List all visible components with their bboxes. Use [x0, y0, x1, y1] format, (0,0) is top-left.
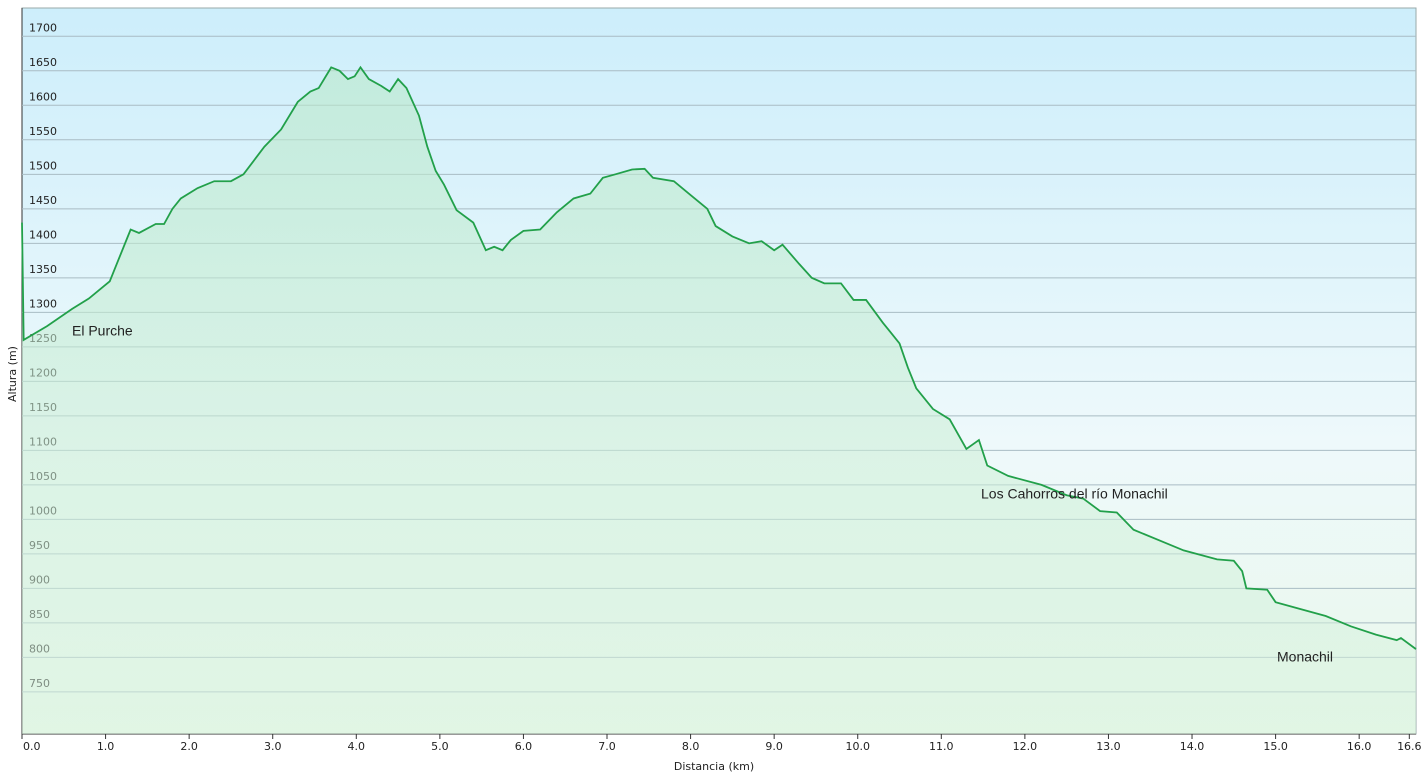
x-tick-label: 5.0 [431, 740, 449, 753]
x-tick-label: 16.6 [1397, 740, 1422, 753]
x-tick-label: 4.0 [348, 740, 366, 753]
x-tick-label: 15.0 [1263, 740, 1288, 753]
annotation: El Purche [72, 323, 133, 339]
y-tick-label: 1600 [29, 90, 57, 103]
x-tick-label: 12.0 [1013, 740, 1038, 753]
annotation: Monachil [1277, 649, 1333, 665]
x-tick-label: 14.0 [1180, 740, 1205, 753]
x-axis-title: Distancia (km) [674, 760, 754, 773]
x-tick-label: 0.0 [23, 740, 41, 753]
x-tick-label: 9.0 [765, 740, 783, 753]
x-tick-label: 10.0 [845, 740, 870, 753]
y-tick-label: 1400 [29, 228, 57, 241]
y-tick-label: 1450 [29, 194, 57, 207]
elevation-line [21, 65, 1417, 650]
y-tick-label: 1650 [29, 56, 57, 69]
y-tick-label: 1300 [29, 297, 57, 310]
y-tick-label: 1700 [29, 21, 57, 34]
y-tick-label: 1350 [29, 263, 57, 276]
x-tick-label: 13.0 [1096, 740, 1121, 753]
annotation: Los Cahorros del río Monachil [981, 486, 1168, 502]
x-tick-label: 11.0 [929, 740, 954, 753]
y-tick-label: 1500 [29, 159, 57, 172]
y-tick-label: 1550 [29, 125, 57, 138]
x-tick-label: 7.0 [598, 740, 616, 753]
x-tick-label: 8.0 [682, 740, 700, 753]
x-tick-label: 16.0 [1347, 740, 1372, 753]
y-axis-title: Altura (m) [6, 346, 19, 402]
x-tick-label: 6.0 [515, 740, 533, 753]
x-tick-label: 2.0 [180, 740, 198, 753]
x-tick-label: 3.0 [264, 740, 282, 753]
x-tick-label: 1.0 [97, 740, 115, 753]
area [22, 67, 1416, 735]
